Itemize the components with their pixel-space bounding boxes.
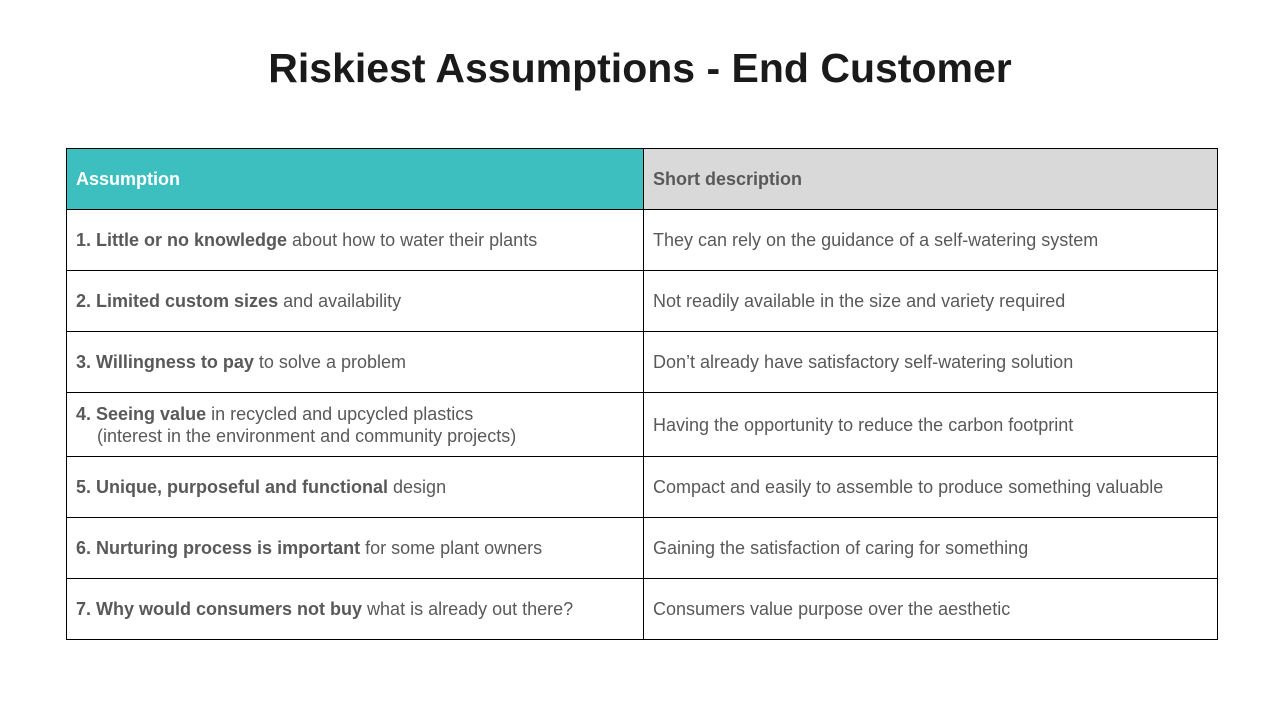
assumption-cell: 7. Why would consumers not buy what is a… (66, 578, 644, 640)
description-cell: They can rely on the guidance of a self-… (643, 209, 1218, 271)
page-title: Riskiest Assumptions - End Customer (268, 45, 1012, 91)
assumption-key-phrase: Unique, purposeful and functional (96, 477, 389, 497)
assumption-cell: 3. Willingness to pay to solve a problem (66, 331, 644, 393)
assumption-key-phrase: Little or no knowledge (96, 230, 288, 250)
table-row: 2. Limited custom sizes and availability… (66, 270, 1218, 332)
assumption-cell: 6. Nurturing process is important for so… (66, 517, 644, 579)
assumption-number: 7. (76, 599, 92, 619)
assumption-key-phrase: Limited custom sizes (96, 291, 279, 311)
assumptions-table: Assumption Short description 1. Little o… (66, 148, 1218, 640)
assumption-key-phrase: Willingness to pay (96, 352, 254, 372)
assumption-detail: and availability (278, 291, 402, 311)
assumption-cell: 2. Limited custom sizes and availability (66, 270, 644, 332)
assumption-detail: for some plant owners (360, 538, 543, 558)
description-cell: Compact and easily to assemble to produc… (643, 456, 1218, 518)
assumption-detail: about how to water their plants (287, 230, 538, 250)
table-row: 6. Nurturing process is important for so… (66, 517, 1218, 579)
description-cell: Consumers value purpose over the aesthet… (643, 578, 1218, 640)
assumption-detail: in recycled and upcycled plastics (206, 403, 474, 424)
assumption-cell: 1. Little or no knowledge about how to w… (66, 209, 644, 271)
assumption-detail: design (388, 477, 447, 497)
assumption-key-phrase: Nurturing process is important (96, 538, 361, 558)
assumption-key-phrase: Seeing value (96, 403, 207, 424)
description-column-header: Short description (643, 148, 1218, 210)
assumption-detail: what is already out there? (362, 599, 574, 619)
assumption-number: 2. (76, 291, 92, 311)
assumption-detail-second-line: (interest in the environment and communi… (97, 425, 517, 446)
assumption-detail: to solve a problem (253, 352, 406, 372)
table-row: 3. Willingness to pay to solve a problem… (66, 331, 1218, 393)
table-row: 5. Unique, purposeful and functional des… (66, 456, 1218, 518)
assumption-number: 1. (76, 230, 92, 250)
table-row: 4. Seeing value in recycled and upcycled… (66, 392, 1218, 457)
table-row: 7. Why would consumers not buy what is a… (66, 578, 1218, 640)
assumption-number: 4. (76, 403, 92, 424)
description-cell: Gaining the satisfaction of caring for s… (643, 517, 1218, 579)
assumption-number: 5. (76, 477, 92, 497)
assumption-number: 3. (76, 352, 92, 372)
table-header-row: Assumption Short description (66, 148, 1218, 210)
assumption-column-header: Assumption (66, 148, 644, 210)
assumption-number: 6. (76, 538, 92, 558)
description-cell: Don’t already have satisfactory self-wat… (643, 331, 1218, 393)
assumption-cell: 4. Seeing value in recycled and upcycled… (66, 392, 644, 457)
description-cell: Not readily available in the size and va… (643, 270, 1218, 332)
description-cell: Having the opportunity to reduce the car… (643, 392, 1218, 457)
assumption-cell: 5. Unique, purposeful and functional des… (66, 456, 644, 518)
table-row: 1. Little or no knowledge about how to w… (66, 209, 1218, 271)
assumption-key-phrase: Why would consumers not buy (96, 599, 363, 619)
